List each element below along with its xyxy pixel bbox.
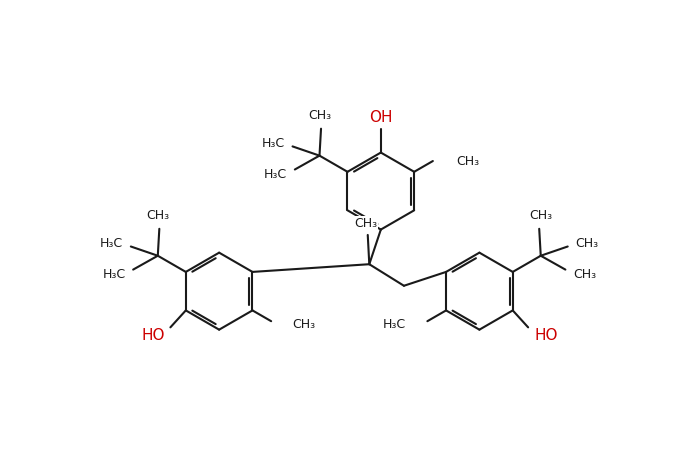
Text: HO: HO [141,328,165,342]
Text: CH₃: CH₃ [575,237,598,250]
Text: CH₃: CH₃ [456,154,479,167]
Text: CH₃: CH₃ [308,109,331,122]
Text: HO: HO [535,328,558,342]
Text: H₃C: H₃C [264,167,287,180]
Text: CH₃: CH₃ [529,209,552,222]
Text: CH₃: CH₃ [292,318,316,331]
Text: CH₃: CH₃ [146,209,169,222]
Text: H₃C: H₃C [100,237,123,250]
Text: H₃C: H₃C [383,318,406,331]
Text: OH: OH [369,110,392,126]
Text: CH₃: CH₃ [355,217,378,230]
Text: H₃C: H₃C [262,137,285,150]
Text: H₃C: H₃C [102,268,126,281]
Text: CH₃: CH₃ [573,268,596,281]
